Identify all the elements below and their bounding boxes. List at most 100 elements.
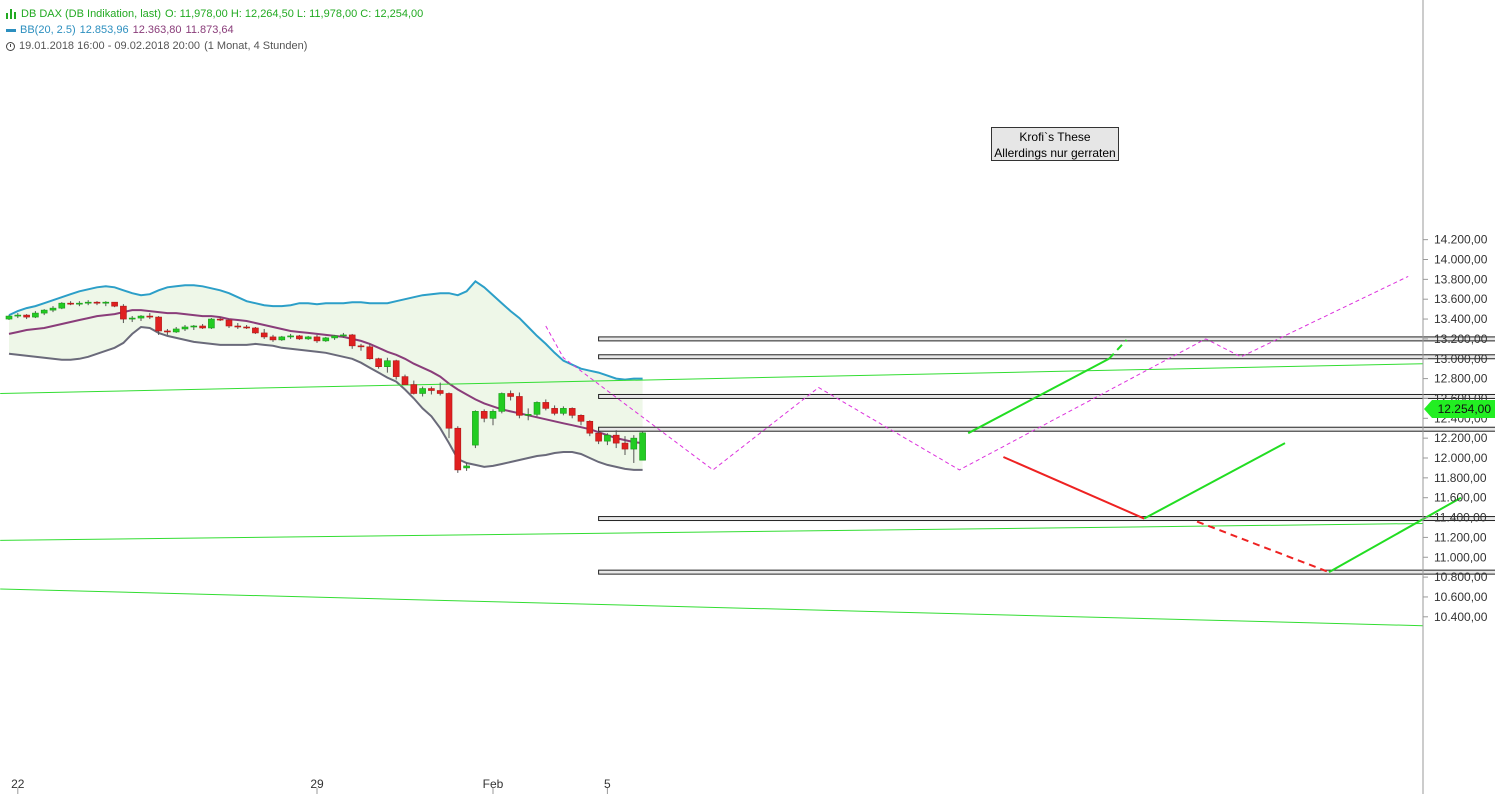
candle-body xyxy=(181,326,189,330)
candle-body xyxy=(234,325,242,328)
candle-body xyxy=(155,316,162,332)
bb-middle-value: 12.363,80 xyxy=(132,24,182,36)
candle-body xyxy=(40,309,48,314)
y-tick-label: 10.600,00 xyxy=(1434,590,1488,604)
candle-body xyxy=(190,325,198,328)
candle-body xyxy=(137,315,145,319)
clock-icon xyxy=(6,41,15,51)
candle-body xyxy=(5,315,13,320)
candle-body xyxy=(322,337,330,342)
y-tick-label: 12.000,00 xyxy=(1434,451,1488,465)
bb-upper-value: 12.853,96 xyxy=(79,24,129,36)
y-tick-label: 11.800,00 xyxy=(1434,471,1487,485)
support-resistance-zone xyxy=(598,569,1495,575)
candle-body xyxy=(489,411,497,419)
horizontal-zones xyxy=(598,336,1495,575)
candle-body xyxy=(120,305,127,320)
candle-body xyxy=(199,325,206,329)
y-tick-label: 13.200,00 xyxy=(1434,332,1488,346)
date-range: 19.01.2018 16:00 - 09.02.2018 20:00 xyxy=(19,40,201,52)
candle-body xyxy=(524,414,532,416)
y-tick-label: 11.000,00 xyxy=(1434,550,1487,564)
y-tick-label: 14.000,00 xyxy=(1434,253,1488,267)
candle-body xyxy=(445,393,453,429)
candle-body xyxy=(419,388,426,394)
candle-body xyxy=(93,301,101,304)
y-tick-label: 11.400,00 xyxy=(1434,511,1487,525)
candle-body xyxy=(621,442,629,450)
candle-body xyxy=(49,307,57,311)
candle-body xyxy=(172,328,180,333)
candle-body xyxy=(384,360,391,367)
x-tick-label: Feb xyxy=(483,777,504,791)
candle-body xyxy=(401,376,409,385)
candle-body xyxy=(128,317,136,320)
candle-body xyxy=(216,318,224,321)
candle-body xyxy=(67,302,74,305)
bb-color-swatch xyxy=(6,28,16,32)
candlestick-series xyxy=(5,300,646,473)
y-tick-label: 10.800,00 xyxy=(1434,570,1488,584)
x-tick-label: 22 xyxy=(11,777,25,791)
y-tick-label: 13.800,00 xyxy=(1434,272,1488,286)
y-tick-label: 12.800,00 xyxy=(1434,372,1488,386)
candle-body xyxy=(287,335,294,338)
period-label: (1 Monat, 4 Stunden) xyxy=(204,40,308,52)
candlestick-icon xyxy=(6,9,17,19)
forecast-lines xyxy=(967,339,1462,574)
candle-body xyxy=(568,408,576,416)
candle-body xyxy=(58,302,66,309)
forecast-line xyxy=(1002,456,1145,520)
bb-lower-value: 11.873,64 xyxy=(185,24,234,36)
support-resistance-zone xyxy=(598,516,1495,522)
candle-body xyxy=(14,314,22,317)
candle-body xyxy=(375,358,382,367)
candle-body xyxy=(296,335,303,340)
candle-body xyxy=(164,330,171,333)
candle-body xyxy=(392,360,400,377)
candle-body xyxy=(357,345,365,348)
forecast-line xyxy=(1108,339,1128,360)
last-price-tag: 12.254,00 xyxy=(1424,400,1495,418)
support-resistance-zone xyxy=(598,426,1495,432)
bb-middle-line xyxy=(8,309,643,445)
instrument-title: DB DAX (DB Indikation, last) xyxy=(21,8,161,20)
bb-label: BB(20, 2.5) xyxy=(20,24,76,36)
bb-fill xyxy=(9,281,643,470)
candle-body xyxy=(551,408,558,414)
candle-body xyxy=(604,434,611,442)
candle-body xyxy=(76,302,83,305)
candle-body xyxy=(304,336,312,340)
candle-body xyxy=(243,326,250,329)
bb-lower-line xyxy=(8,325,643,471)
trend-line xyxy=(0,363,1424,394)
candle-body xyxy=(586,420,594,434)
candle-body xyxy=(84,301,92,304)
bb-upper-line xyxy=(8,279,643,381)
y-tick-label: 11.200,00 xyxy=(1434,530,1487,544)
legend-range-row: 19.01.2018 16:00 - 09.02.2018 20:00 (1 M… xyxy=(6,38,423,54)
trend-lines xyxy=(0,363,1424,627)
forecast-line xyxy=(1196,520,1330,574)
y-tick-label: 12.200,00 xyxy=(1434,431,1488,445)
annotation-note[interactable]: Krofi`s These Allerdings nur gerraten xyxy=(991,127,1119,161)
candle-body xyxy=(260,332,268,338)
candle-body xyxy=(560,408,567,414)
candle-body xyxy=(480,411,488,419)
candle-body xyxy=(111,301,118,307)
candle-body xyxy=(32,312,39,318)
candle-body xyxy=(331,335,338,339)
candle-body xyxy=(313,336,321,342)
x-tick-label: 29 xyxy=(310,777,324,791)
y-tick-label: 13.400,00 xyxy=(1434,312,1488,326)
forecast-line xyxy=(967,357,1110,435)
x-tick-label: 5 xyxy=(604,777,611,791)
candle-body xyxy=(366,346,374,360)
forecast-line xyxy=(1328,496,1462,574)
candle-body xyxy=(146,315,154,318)
candle-body xyxy=(630,437,638,450)
y-tick-label: 14.200,00 xyxy=(1434,233,1488,247)
candle-body xyxy=(472,411,479,446)
